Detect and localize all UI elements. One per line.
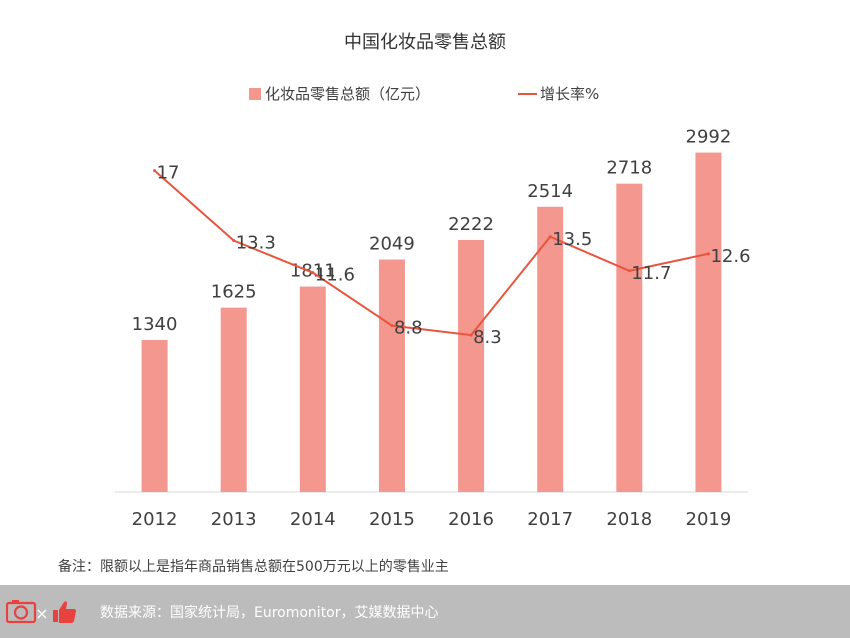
- footnote: 备注：限额以上是指年商品销售总额在500万元以上的零售业主: [58, 559, 449, 575]
- bar-2013: [220, 307, 247, 492]
- bar-label-2018: 2718: [606, 158, 652, 179]
- bar-2012: [141, 339, 168, 492]
- growth-label-2016: 8.3: [473, 327, 502, 348]
- bar-label-2019: 2992: [686, 127, 732, 148]
- growth-line-series: [153, 169, 710, 337]
- bar-2015: [378, 259, 405, 492]
- bar-labels: 1340 1625 1811 2049 2222 2514 2718 2992: [132, 127, 732, 335]
- legend: 化妆品零售总额（亿元） 增长率%: [249, 85, 599, 103]
- bar-label-2013: 1625: [211, 282, 257, 303]
- bar-label-2016: 2222: [448, 214, 494, 235]
- x-tick-2018: 2018: [606, 509, 652, 530]
- camera-icon: [6, 600, 37, 624]
- growth-label-2015: 8.8: [394, 318, 423, 339]
- x-tick-labels: 2012 2013 2014 2015 2016 2017 2018 2019: [132, 509, 732, 530]
- growth-label-2012: 17: [157, 163, 180, 184]
- x-tick-2015: 2015: [369, 509, 415, 530]
- x-tick-2016: 2016: [448, 509, 494, 530]
- logo-separator: ×: [35, 604, 48, 623]
- growth-label-2014: 11.6: [315, 265, 355, 286]
- growth-label-2019: 12.6: [710, 246, 750, 267]
- bar-series: [141, 152, 722, 493]
- x-tick-2014: 2014: [290, 509, 336, 530]
- bar-2014: [299, 286, 326, 492]
- bar-2019: [695, 152, 722, 493]
- x-tick-2017: 2017: [527, 509, 573, 530]
- footer-logo: ×: [6, 600, 76, 624]
- chart-title: 中国化妆品零售总额: [344, 32, 506, 53]
- line-labels: 17 13.3 11.6 8.8 8.3 13.5 11.7 12.6: [157, 163, 751, 348]
- source-text: 数据来源：国家统计局，Euromonitor，艾媒数据中心: [100, 605, 439, 621]
- bar-2018: [616, 183, 643, 492]
- x-tick-2013: 2013: [211, 509, 257, 530]
- growth-label-2018: 11.7: [631, 263, 671, 284]
- growth-label-2013: 13.3: [236, 233, 276, 254]
- bar-2017: [537, 206, 564, 493]
- bar-label-2017: 2514: [527, 181, 573, 202]
- source-footer: × 数据来源：国家统计局，Euromonitor，艾媒数据中心: [0, 585, 850, 638]
- bar-label-2015: 2049: [369, 234, 415, 255]
- bar-2016: [458, 239, 485, 492]
- thumbs-up-icon: [53, 601, 76, 623]
- chart: 中国化妆品零售总额 化妆品零售总额（亿元） 增长率% 1340 1625 1811 2…: [115, 32, 751, 530]
- bar-label-2014: 1811: [290, 261, 336, 282]
- x-tick-2019: 2019: [686, 509, 732, 530]
- growth-line: [153, 169, 709, 337]
- growth-label-2017: 13.5: [552, 229, 592, 250]
- legend-line-label: 增长率%: [540, 85, 599, 103]
- bar-label-2012: 1340: [132, 314, 178, 335]
- legend-bar-label: 化妆品零售总额（亿元）: [265, 85, 430, 103]
- x-tick-2012: 2012: [132, 509, 178, 530]
- legend-bar-swatch: [249, 88, 261, 100]
